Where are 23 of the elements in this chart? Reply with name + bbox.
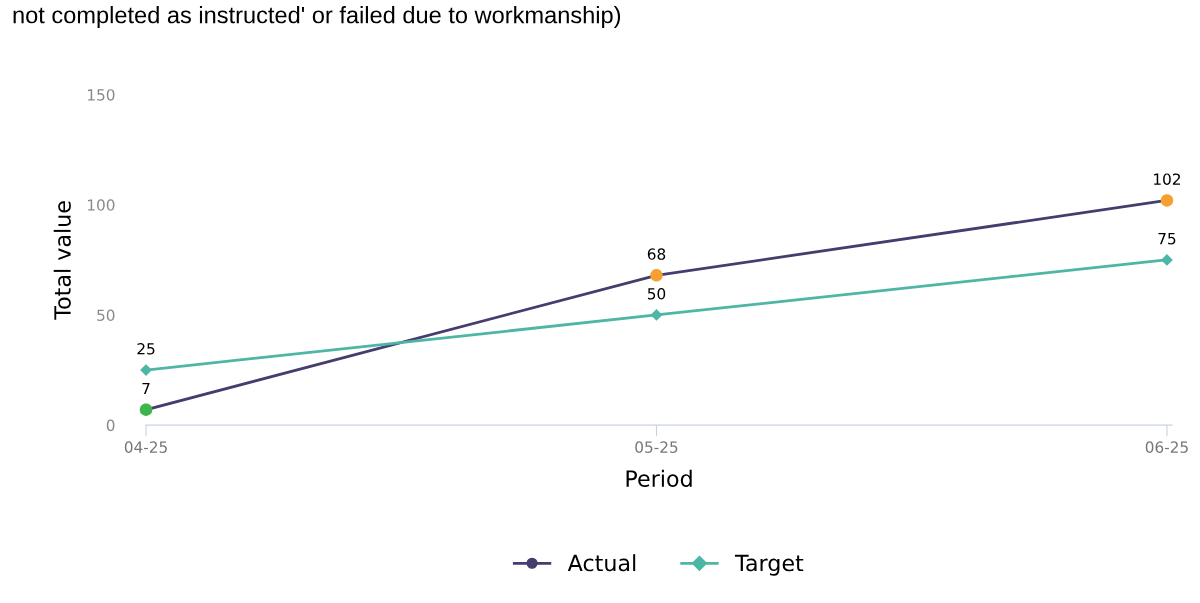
data-label: 25 <box>137 343 155 355</box>
x-tick-label: 05-25 <box>635 441 678 453</box>
data-label: 50 <box>647 287 666 300</box>
y-tick-label: 100 <box>88 199 115 211</box>
data-label: 7 <box>142 382 150 395</box>
data-label: 75 <box>1158 233 1176 245</box>
point <box>1161 254 1173 266</box>
legend-label: Actual <box>567 554 636 572</box>
point <box>650 309 663 321</box>
y-axis-title: Total value <box>53 201 71 320</box>
chart-title: not completed as instructed' or failed due to workmanship) <box>13 6 621 29</box>
y-tick-label: 0 <box>106 419 115 432</box>
point <box>1160 194 1174 207</box>
data-label: 102 <box>1154 173 1180 185</box>
point <box>139 403 153 416</box>
x-axis-title: Period <box>626 469 692 487</box>
data-label: 68 <box>647 248 666 260</box>
y-tick-label: 50 <box>97 309 115 321</box>
point <box>650 269 663 282</box>
legend-label: Target <box>734 554 804 576</box>
x-tick-label: 04-25 <box>124 441 167 453</box>
x-tick-label: 06-25 <box>1145 441 1188 453</box>
y-tick-label: 150 <box>88 89 115 101</box>
